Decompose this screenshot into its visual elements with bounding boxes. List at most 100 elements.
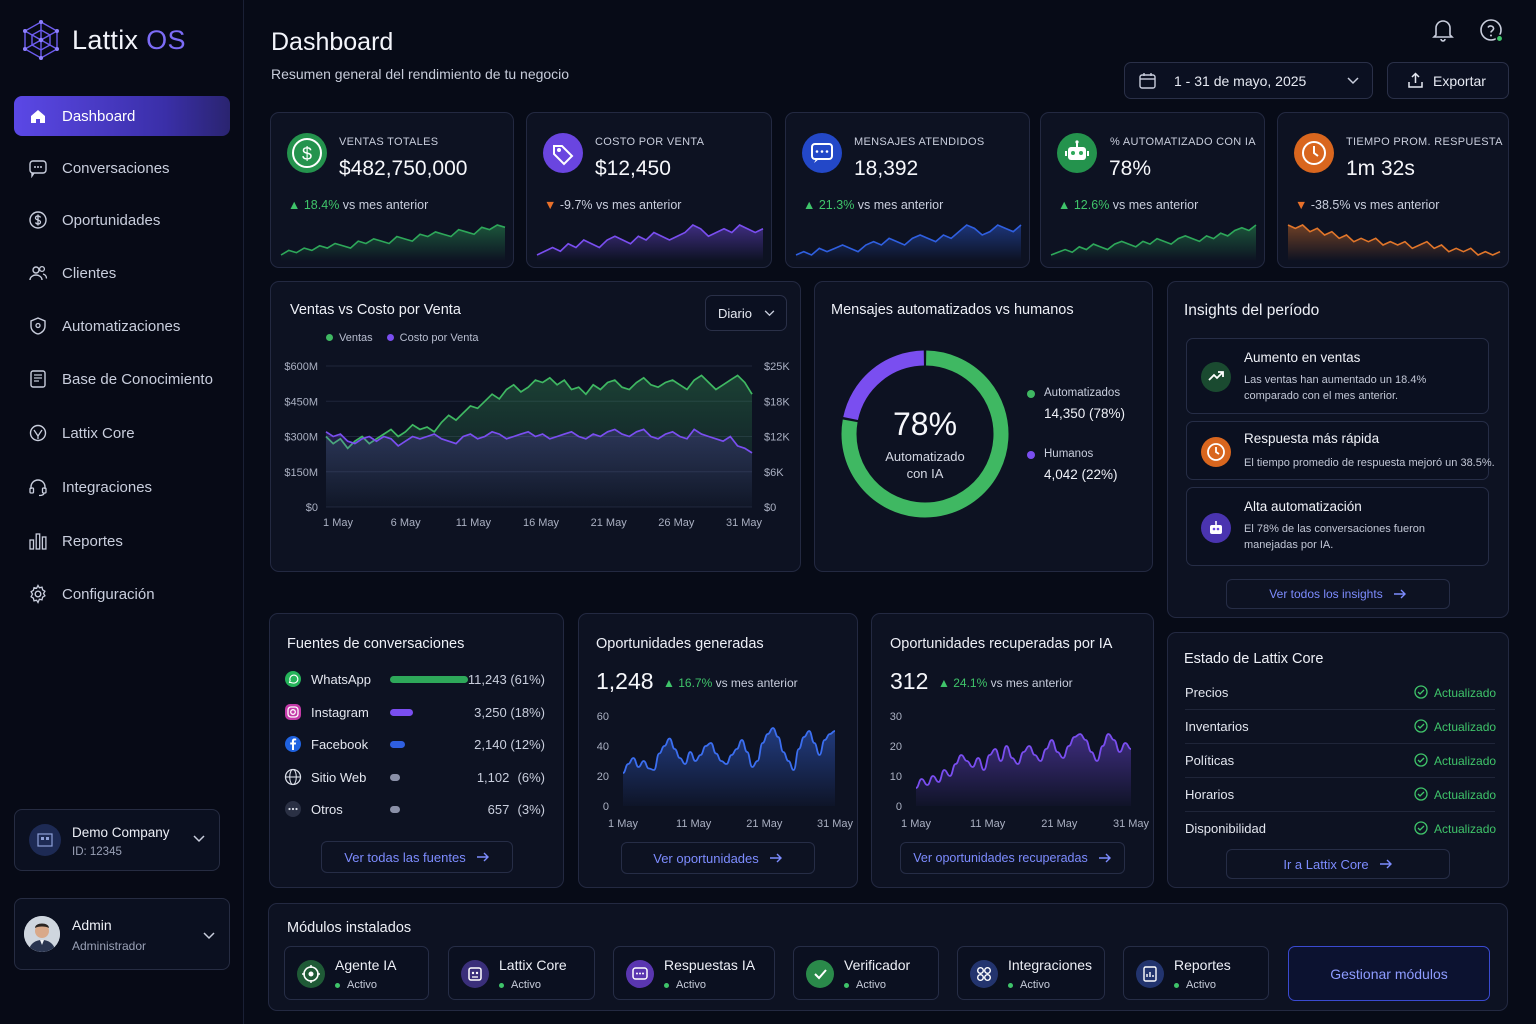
module-reportes[interactable]: Reportes Activo (1123, 946, 1269, 1000)
sidebar-item-clientes[interactable]: Clientes (14, 253, 230, 293)
app-logo[interactable]: Lattix OS (22, 20, 186, 60)
core-status-row: Inventarios Actualizado (1185, 710, 1497, 744)
insight-item[interactable]: Alta automatización El 78% de las conver… (1186, 487, 1489, 566)
sparkline-area (281, 225, 505, 261)
core-status-name: Horarios (1185, 787, 1235, 802)
kpi-value: 18,392 (854, 157, 919, 180)
source-value: 1,102 (6%) (476, 769, 545, 785)
module-respuestas-ia[interactable]: Respuestas IA Activo (613, 946, 775, 1000)
chart-title: Ventas vs Costo por Venta (290, 302, 461, 318)
source-bar (390, 773, 400, 781)
core-status-title: Estado de Lattix Core (1184, 651, 1324, 667)
module-lattix-core[interactable]: Lattix Core Activo (448, 946, 595, 1000)
user-menu[interactable]: Admin Administrador (14, 898, 230, 970)
x-tick: 31 May (817, 818, 854, 830)
page-subtitle: Resumen general del rendimiento de tu ne… (271, 66, 570, 82)
module-name: Respuestas IA (664, 957, 756, 973)
sidebar-item-reportes[interactable]: Reportes (14, 521, 230, 561)
company-avatar (29, 824, 61, 856)
sidebar-item-base-de-conocimiento[interactable]: Base de Conocimiento (14, 359, 230, 399)
module-status: Activo (511, 979, 541, 991)
lattix-logo-icon (23, 20, 59, 60)
sidebar-item-dashboard[interactable]: Dashboard (14, 96, 230, 136)
x-tick: 1 May (608, 818, 638, 830)
period-select[interactable]: Diario (705, 295, 787, 331)
source-name: Facebook (311, 737, 369, 752)
kpi-delta: ▼ -9.7% vs mes anterior (544, 198, 682, 212)
y-tick: 20 (597, 771, 609, 783)
y-right-tick: $25K (764, 361, 790, 373)
bar-chart-icon (29, 533, 47, 550)
core-status-value: Actualizado (1434, 686, 1497, 700)
sidebar-item-automatizaciones[interactable]: Automatizaciones (14, 306, 230, 346)
sidebar-item-configuración[interactable]: Configuración (14, 574, 230, 614)
sidebar-item-oportunidades[interactable]: Oportunidades (14, 200, 230, 240)
view-opportunities-button[interactable]: Ver oportunidades (621, 842, 815, 874)
insight-text: El 78% de las conversaciones fueron manej… (1244, 523, 1425, 551)
x-tick: 16 May (523, 517, 560, 529)
module-verificador[interactable]: Verificador Activo (793, 946, 939, 1000)
insight-text: Las ventas han aumentado un 18.4% compara… (1244, 374, 1427, 402)
kpi-delta: ▲ 18.4% vs mes anterior (288, 198, 429, 212)
y-left-tick: $450M (284, 396, 318, 408)
view-recovered-button[interactable]: Ver oportunidades recuperadas (900, 842, 1125, 874)
sidebar-item-integraciones[interactable]: Integraciones (14, 467, 230, 507)
arrow-right-icon (769, 853, 782, 863)
view-sources-button[interactable]: Ver todas las fuentes (321, 841, 513, 873)
source-row-sitio-web[interactable]: Sitio Web 1,102 (6%) (284, 768, 549, 788)
kpi-card-1: COSTO POR VENTA $12,450 ▼ -9.7% vs mes a… (526, 112, 772, 268)
kpi-sparkline (536, 224, 764, 261)
check-circle-icon (1414, 753, 1428, 767)
core-status-value: Actualizado (1434, 720, 1497, 734)
source-name: WhatsApp (311, 672, 371, 687)
sidebar-item-lattix-core[interactable]: Lattix Core (14, 413, 230, 453)
dollar-icon: $ (287, 133, 327, 173)
source-name: Sitio Web (311, 769, 367, 785)
x-tick: 21 May (746, 818, 783, 830)
check-circle-icon (1414, 685, 1428, 699)
insight-item[interactable]: Respuesta más rápida El tiempo promedio … (1186, 421, 1495, 480)
user-name: Admin (72, 917, 112, 933)
core-status-value: Actualizado (1434, 754, 1497, 768)
message-icon (626, 960, 654, 988)
company-selector[interactable]: Demo Company ID: 12345 (14, 809, 220, 871)
module-integraciones[interactable]: Integraciones Activo (957, 946, 1105, 1000)
status-dot (335, 983, 340, 988)
kpi-delta: ▲ 12.6% vs mes anterior (1058, 198, 1199, 212)
kpi-label: VENTAS TOTALES (339, 136, 439, 148)
module-name: Verificador (844, 957, 911, 973)
view-insights-button[interactable]: Ver todos los insights (1226, 579, 1450, 609)
x-tick: 11 May (970, 818, 1006, 830)
robot-icon (1057, 133, 1097, 173)
kpi-sparkline (795, 224, 1022, 261)
source-row-instagram[interactable]: Instagram 3,250 (18%) (284, 703, 549, 723)
shield-icon (30, 317, 46, 335)
x-tick: 31 May (1113, 818, 1150, 830)
donut-center-value: 78% (892, 406, 958, 442)
sidebar-item-conversaciones[interactable]: Conversaciones (14, 148, 230, 188)
headset-icon (29, 479, 47, 497)
sparkline-line (1287, 224, 1501, 256)
kpi-card-3: % AUTOMATIZADO CON IA 78% ▲ 12.6% vs mes… (1040, 112, 1265, 268)
x-tick: 31 May (726, 517, 763, 529)
insight-item[interactable]: Aumento en ventas Las ventas han aumenta… (1186, 338, 1489, 414)
go-to-core-button[interactable]: Ir a Lattix Core (1226, 849, 1450, 879)
arrow-right-icon (1098, 853, 1111, 863)
date-range-picker[interactable]: 1 - 31 de mayo, 2025 (1124, 62, 1373, 99)
source-row-whatsapp[interactable]: WhatsApp 11,243 (61%) (284, 670, 549, 690)
y-tick: 20 (890, 741, 902, 753)
kpi-label: TIEMPO PROM. RESPUESTA (1346, 136, 1503, 148)
export-label: Exportar (1433, 73, 1486, 89)
help-icon[interactable] (1479, 18, 1505, 44)
manage-modules-button[interactable]: Gestionar módulos (1288, 946, 1490, 1001)
bell-icon[interactable] (1432, 18, 1454, 42)
source-row-otros[interactable]: Otros 657 (3%) (284, 800, 549, 820)
check-circle-icon (1414, 821, 1428, 835)
y-tick: 40 (597, 741, 609, 753)
instagram-icon (285, 703, 301, 720)
arrow-right-icon (476, 852, 489, 862)
export-button[interactable]: Exportar (1387, 62, 1509, 99)
module-agente-ia[interactable]: Agente IA Activo (284, 946, 429, 1000)
sidebar-item-label: Conversaciones (62, 159, 170, 177)
source-row-facebook[interactable]: Facebook 2,140 (12%) (284, 735, 549, 755)
